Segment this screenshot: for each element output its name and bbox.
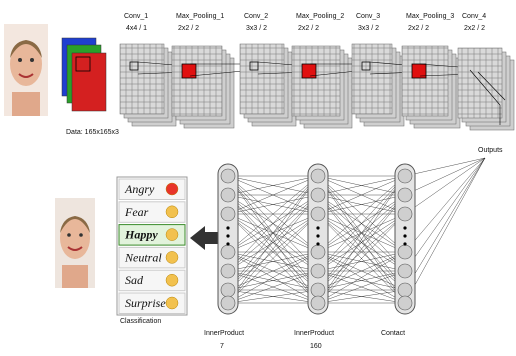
- ellipsis-dot: [226, 242, 229, 245]
- neuron: [221, 296, 235, 310]
- neuron: [311, 169, 325, 183]
- feature-map: [172, 46, 222, 116]
- neuron: [221, 169, 235, 183]
- feature-map: [292, 46, 340, 116]
- layer-name: Max_Pooling_3: [406, 13, 454, 20]
- ellipsis-dot: [403, 226, 406, 229]
- neuron: [398, 283, 412, 297]
- feature-map: [352, 44, 392, 114]
- neuron: [221, 188, 235, 202]
- input-face: [4, 24, 48, 116]
- layer-params: 4x4 / 1: [126, 25, 147, 32]
- kernel: [302, 64, 316, 78]
- neuron: [221, 245, 235, 259]
- classification-label: Classification: [120, 318, 161, 325]
- fc-name: Contact: [381, 330, 405, 337]
- layer-name: Conv_3: [356, 13, 380, 20]
- class-label: Neutral: [124, 250, 162, 264]
- class-label: Sad: [125, 273, 144, 287]
- connection: [405, 158, 485, 290]
- ellipsis-dot: [403, 242, 406, 245]
- ellipsis-dot: [316, 242, 319, 245]
- neuron: [311, 264, 325, 278]
- neuron: [398, 169, 412, 183]
- ellipsis-dot: [226, 226, 229, 229]
- connection: [405, 158, 485, 303]
- fc-network: [218, 158, 485, 314]
- neuron: [398, 264, 412, 278]
- layer-name: Max_Pooling_2: [296, 13, 344, 20]
- feature-map: [240, 44, 284, 114]
- feature-map: [120, 44, 164, 114]
- neuron: [221, 283, 235, 297]
- connection: [405, 158, 485, 271]
- neuron: [398, 188, 412, 202]
- class-label: Surprise: [125, 296, 166, 310]
- arrow: [190, 226, 222, 250]
- emoji: [166, 229, 178, 241]
- rgb-input: [62, 38, 106, 111]
- layer-name: Max_Pooling_1: [176, 13, 224, 20]
- fc-size: 7: [220, 343, 224, 350]
- layer-params: 2x2 / 2: [464, 25, 485, 32]
- connection: [405, 158, 485, 214]
- connection: [405, 158, 485, 252]
- emoji: [166, 206, 178, 218]
- outputs-label: Outputs: [478, 147, 503, 154]
- ellipsis-dot: [226, 234, 229, 237]
- neuron: [221, 264, 235, 278]
- fc-size: 160: [310, 343, 322, 350]
- ellipsis-dot: [316, 226, 319, 229]
- layer-params: 2x2 / 2: [408, 25, 429, 32]
- diagram: Data: 165x165x3 Outputs Classification C…: [0, 0, 516, 356]
- emoji: [166, 297, 178, 309]
- neuron: [398, 245, 412, 259]
- ellipsis-dot: [403, 234, 406, 237]
- emoji: [166, 251, 178, 263]
- neuron: [221, 207, 235, 221]
- class-label: Fear: [124, 205, 149, 219]
- emoji: [166, 183, 178, 195]
- layer-params: 3x3 / 2: [246, 25, 267, 32]
- emoji: [166, 274, 178, 286]
- neuron: [311, 283, 325, 297]
- class-label: Angry: [124, 182, 155, 196]
- feature-map: [458, 48, 502, 118]
- class-label: Happy: [124, 228, 158, 242]
- neuron: [398, 296, 412, 310]
- layer-params: 2x2 / 2: [178, 25, 199, 32]
- fc-name: InnerProduct: [294, 330, 334, 337]
- connection: [405, 158, 485, 195]
- connection: [405, 158, 485, 176]
- neuron: [311, 188, 325, 202]
- fc-name: InnerProduct: [204, 330, 244, 337]
- feature-map: [402, 46, 448, 116]
- neuron: [311, 207, 325, 221]
- test-face: [55, 198, 95, 288]
- ellipsis-dot: [316, 234, 319, 237]
- layer-name: Conv_2: [244, 13, 268, 20]
- neuron: [398, 207, 412, 221]
- layer-name: Conv_1: [124, 13, 148, 20]
- layer-params: 2x2 / 2: [298, 25, 319, 32]
- neuron: [311, 296, 325, 310]
- input-label: Data: 165x165x3: [66, 129, 119, 136]
- layer-params: 3x3 / 2: [358, 25, 379, 32]
- layer-name: Conv_4: [462, 13, 486, 20]
- neuron: [311, 245, 325, 259]
